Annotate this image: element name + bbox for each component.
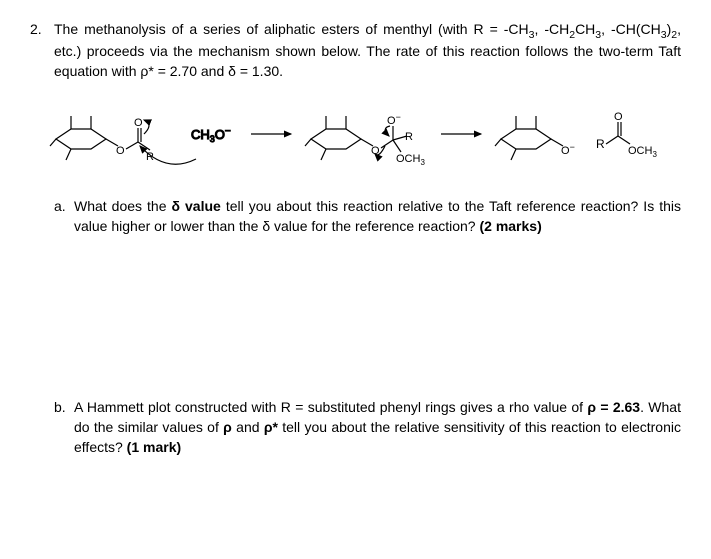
svg-text:OCH3: OCH3 [396, 153, 425, 167]
svg-text:R: R [405, 131, 413, 143]
question-header: 2. The methanolysis of a series of aliph… [30, 20, 681, 82]
question-intro: The methanolysis of a series of aliphati… [54, 20, 681, 82]
svg-text:O−: O− [387, 112, 401, 127]
svg-text:O−: O− [561, 142, 575, 157]
svg-text:OCH3: OCH3 [628, 145, 657, 159]
svg-text:O: O [614, 111, 623, 123]
part-b: b. A Hammett plot constructed with R = s… [54, 398, 681, 457]
svg-text:R: R [596, 137, 605, 151]
part-b-text: A Hammett plot constructed with R = subs… [74, 398, 681, 457]
svg-text:CH3O−: CH3O− [191, 126, 231, 144]
svg-text:O: O [116, 145, 125, 157]
reaction-mechanism-diagram: O O R CH3O− O O− [30, 94, 681, 180]
part-a-letter: a. [54, 197, 74, 217]
svg-text:O: O [134, 117, 143, 129]
part-a: a. What does the δ value tell you about … [54, 197, 681, 236]
part-b-letter: b. [54, 398, 74, 418]
answer-space-a [30, 248, 681, 398]
part-a-text: What does the δ value tell you about thi… [74, 197, 681, 236]
question-number: 2. [30, 20, 54, 40]
